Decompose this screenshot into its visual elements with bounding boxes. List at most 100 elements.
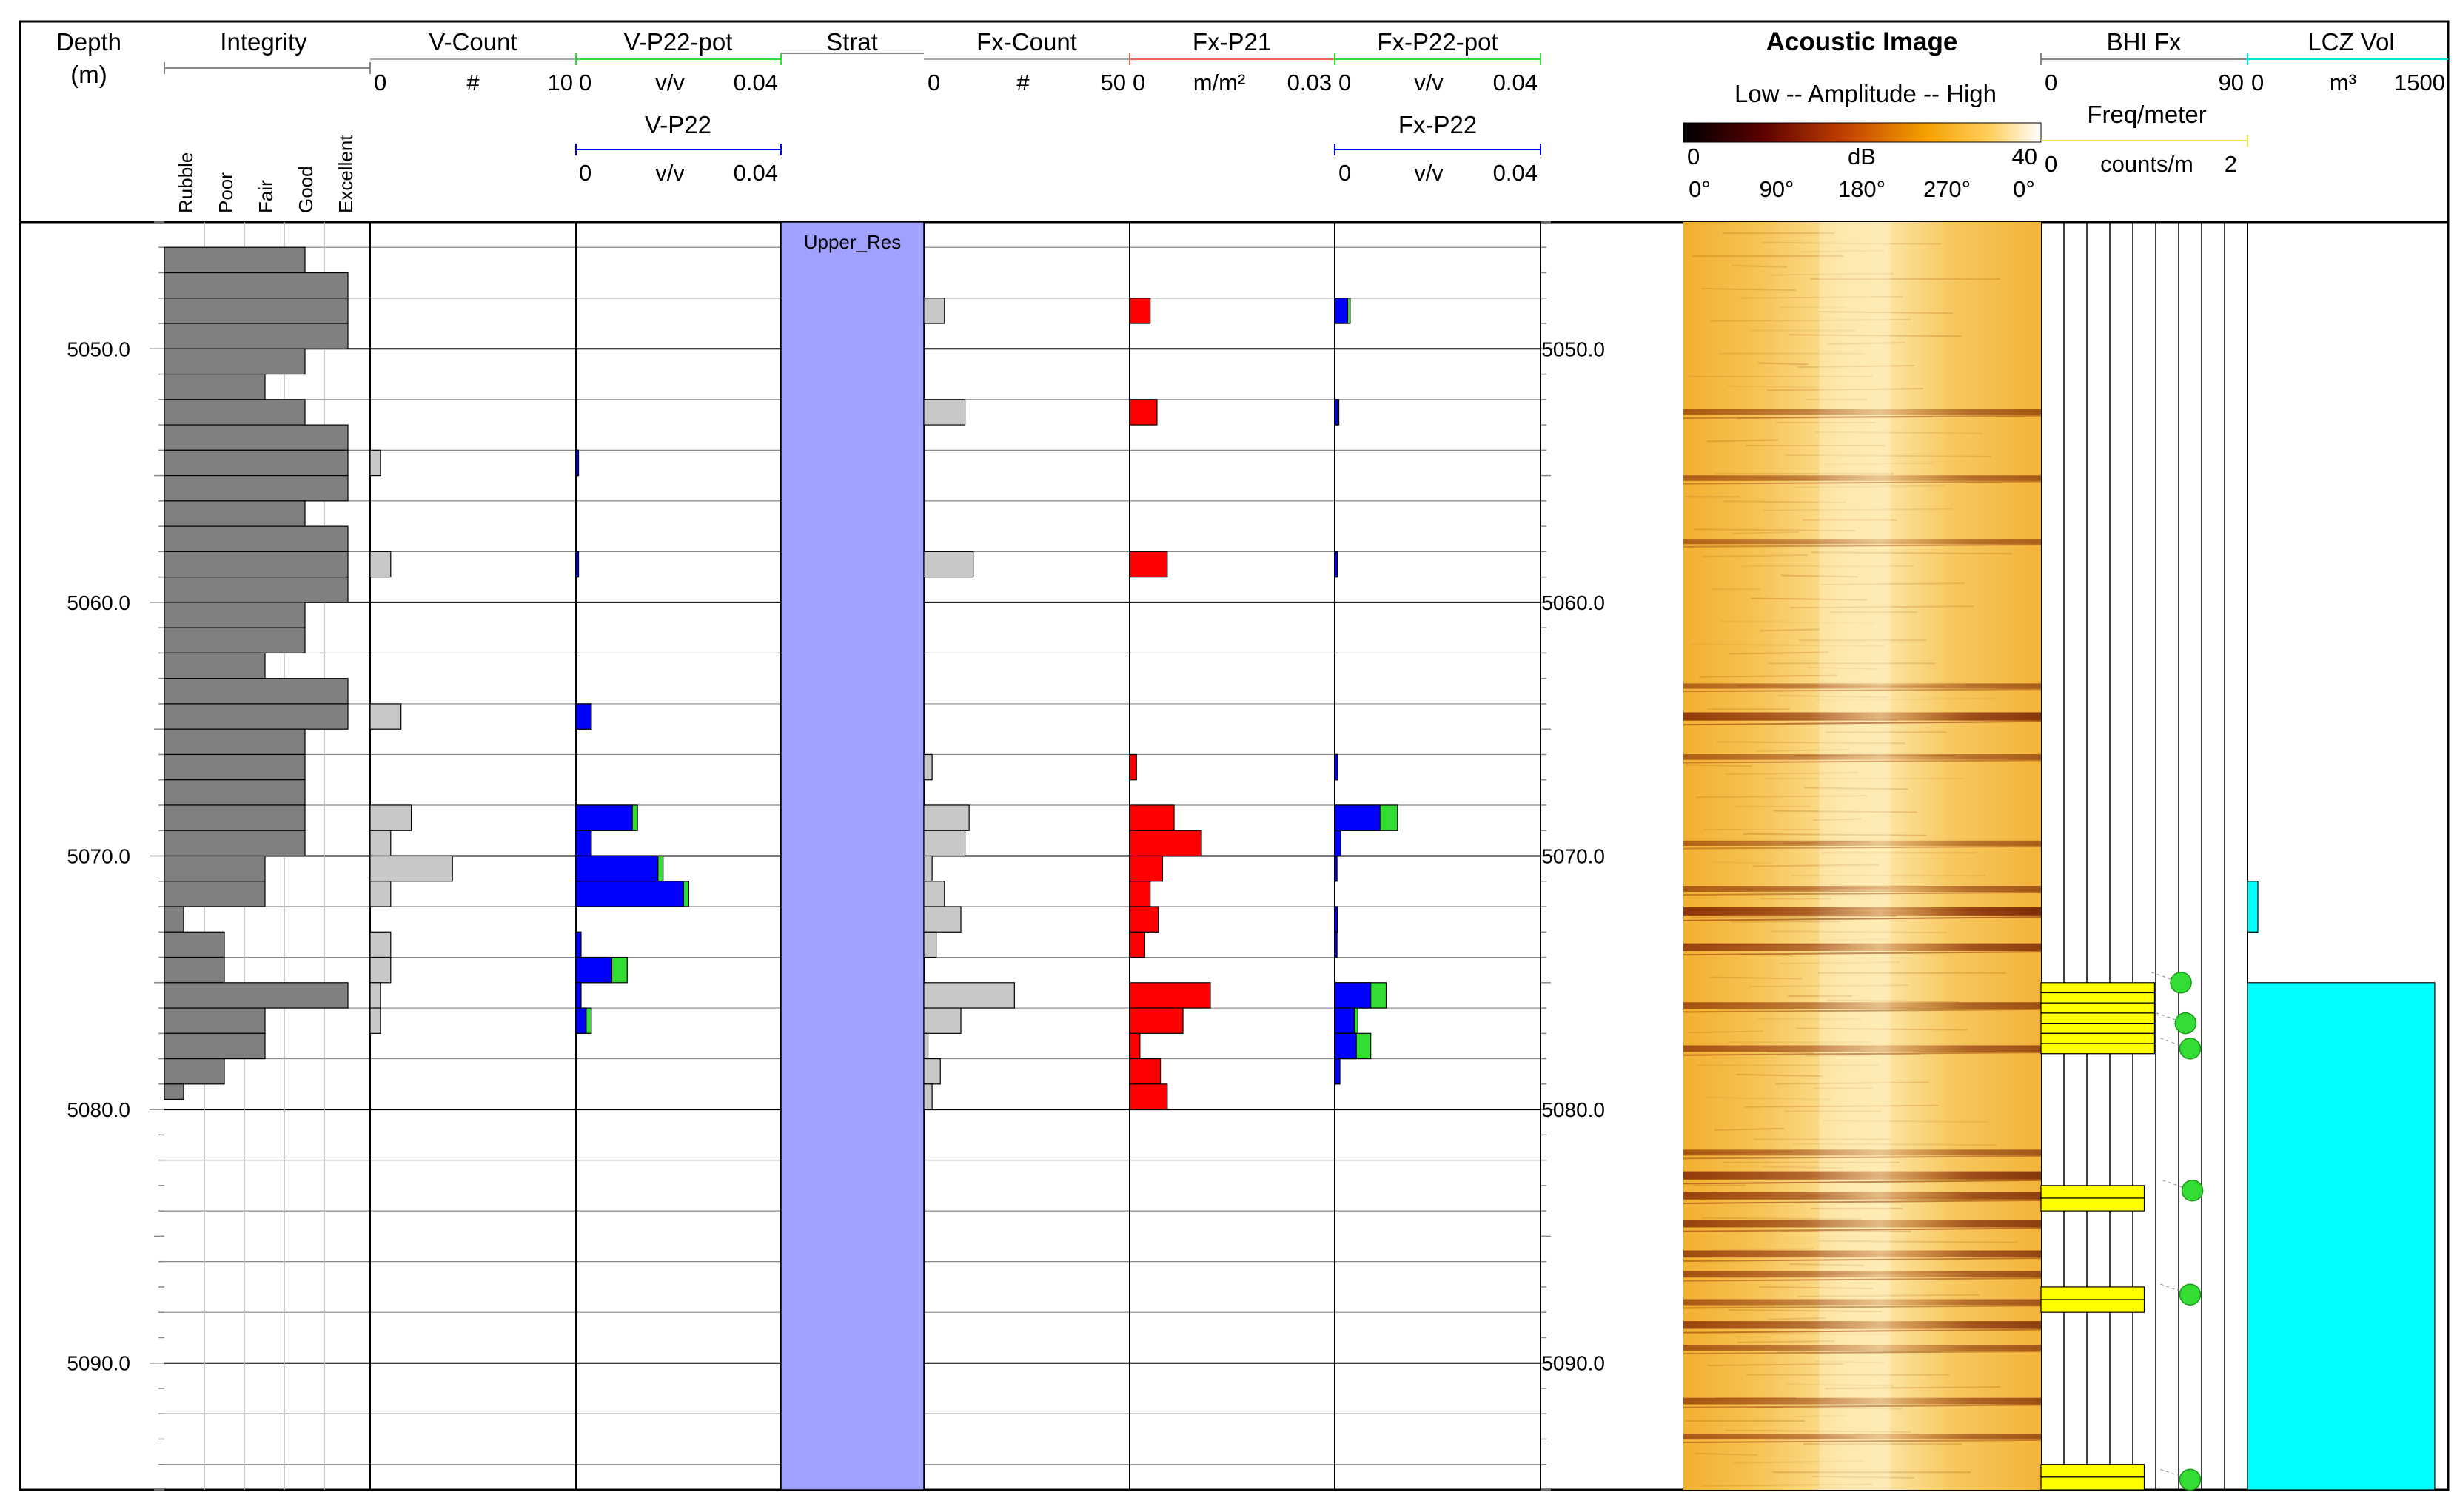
acoustic-dark-band-edge — [1683, 1008, 2041, 1013]
acoustic-texture — [1698, 674, 1838, 678]
acoustic-dark-band — [1683, 1171, 2041, 1180]
v-p22-pot-title: V-P22-pot — [624, 28, 733, 56]
integrity-class-labels: Rubble Poor Fair Good Excellent — [175, 135, 357, 213]
fx-count-bar — [923, 804, 970, 831]
acoustic-texture — [1727, 385, 1817, 389]
acoustic-background — [1683, 222, 2041, 1490]
fx-p22-pot-scale-unit: v/v — [1414, 70, 1444, 95]
acoustic-texture — [1744, 1104, 1939, 1108]
acoustic-dark-band — [1683, 1271, 2041, 1278]
v-p22-bar — [575, 855, 659, 882]
acoustic-texture — [1709, 976, 1803, 980]
fx-p22-bar — [1334, 855, 1338, 882]
db-max: 40 — [2012, 144, 2037, 169]
fx-p22-bar — [1334, 399, 1338, 426]
fx-count-bar — [923, 855, 933, 882]
acoustic-dark-band-edge — [1683, 1257, 2041, 1262]
acoustic-texture — [1778, 961, 1900, 965]
fx-p22-bar — [1334, 298, 1348, 324]
acoustic-texture — [1705, 1097, 1832, 1101]
fx-p21-bar — [1129, 906, 1159, 933]
freq-scale-unit: counts/m — [2100, 151, 2193, 177]
class-label-poor: Poor — [215, 172, 237, 213]
acoustic-texture — [1752, 864, 1880, 867]
v-count-bar — [369, 830, 392, 857]
amplitude-label: Low -- Amplitude -- High — [1734, 80, 1997, 107]
acoustic-texture — [1754, 1406, 1903, 1410]
azimuth-0: 0° — [1689, 176, 1711, 202]
fx-p21-bar — [1129, 982, 1211, 1009]
integrity-bar — [164, 678, 349, 705]
fx-p21-scale-max: 0.03 — [1287, 70, 1332, 95]
freq-bar — [2040, 1185, 2145, 1199]
fx-count-bars — [923, 298, 1015, 1110]
bhi-fx-scale-min: 0 — [2045, 70, 2057, 95]
acoustic-texture — [1800, 249, 1886, 253]
acoustic-texture — [1735, 1073, 1823, 1077]
acoustic-dark-band-edge — [1683, 720, 2041, 726]
acoustic-dark-band-edge — [1683, 480, 2041, 485]
acoustic-texture — [1706, 439, 1779, 443]
fx-count-bar — [923, 906, 962, 933]
v-count-scale-min: 0 — [374, 70, 386, 95]
integrity-bar — [164, 551, 349, 578]
acoustic-texture — [1807, 666, 1880, 670]
acoustic-dark-band-edge — [1683, 1052, 2041, 1056]
acoustic-texture — [1819, 1240, 2019, 1243]
acoustic-texture — [1724, 1429, 1912, 1433]
class-label-good: Good — [295, 166, 317, 213]
acoustic-dark-band — [1683, 907, 2041, 916]
v-p22-bars — [575, 449, 689, 1034]
acoustic-texture — [1823, 462, 1936, 466]
depth-label: 5070.0 — [67, 845, 130, 868]
integrity-bar — [164, 779, 306, 806]
fx-p22-pot-scale-min: 0 — [1338, 70, 1351, 95]
depth-grid — [150, 221, 1555, 1491]
acoustic-title: Acoustic Image — [1766, 27, 1958, 56]
fx-p22-scale-max: 0.04 — [1493, 160, 1538, 186]
freq-scale-max: 2 — [2225, 151, 2237, 177]
acoustic-texture — [1774, 1081, 1930, 1085]
integrity-bar — [164, 1058, 225, 1085]
fx-count-scale-unit: # — [1016, 70, 1030, 95]
class-label-excellent: Excellent — [335, 135, 357, 213]
acoustic-texture — [1758, 1286, 1874, 1289]
depth-label: 5080.0 — [1541, 1098, 1605, 1121]
acoustic-texture — [1762, 1166, 1844, 1169]
strat-zones: Upper_Res — [780, 221, 925, 1491]
acoustic-dark-band-edge — [1683, 1350, 2041, 1355]
acoustic-texture — [1728, 1309, 1883, 1313]
fx-count-bar — [923, 298, 945, 324]
integrity-bar — [164, 804, 306, 831]
fx-p21-bar — [1129, 804, 1175, 831]
v-p22-bar — [575, 551, 580, 578]
acoustic-dark-band — [1683, 409, 2041, 415]
fx-p22-pot-scale-max: 0.04 — [1493, 70, 1538, 95]
acoustic-texture — [1793, 485, 1945, 488]
fx-p22-title: Fx-P22 — [1398, 111, 1477, 138]
acoustic-texture — [1820, 582, 1965, 586]
fx-p21-bar — [1129, 1032, 1141, 1060]
acoustic-texture — [1816, 697, 1995, 701]
fx-p22-bar — [1334, 753, 1338, 781]
freq-bar — [2040, 1197, 2145, 1212]
freq-bar — [2040, 1032, 2156, 1044]
acoustic-texture — [1818, 311, 1954, 315]
acoustic-texture — [1720, 620, 1877, 624]
fx-count-bar — [923, 753, 933, 781]
acoustic-dark-band — [1683, 1397, 2041, 1405]
fx-count-scale-max: 50 — [1101, 70, 1126, 95]
acoustic-dark-band-edge — [1683, 845, 2041, 850]
acoustic-dark-band — [1683, 1149, 2041, 1156]
integrity-bar — [164, 323, 349, 349]
integrity-bar — [164, 602, 306, 628]
fx-count-bar — [923, 881, 945, 907]
azimuth-labels: 0° 90° 180° 270° 0° — [1689, 176, 2035, 202]
acoustic-dark-band-edge — [1683, 1439, 2041, 1444]
acoustic-dark-band — [1683, 1250, 2041, 1258]
acoustic-texture — [1788, 334, 1962, 337]
integrity-bar — [164, 627, 306, 654]
v-count-bar — [369, 931, 392, 958]
v-count-scale-unit: # — [466, 70, 480, 95]
acoustic-texture — [1770, 272, 1894, 276]
